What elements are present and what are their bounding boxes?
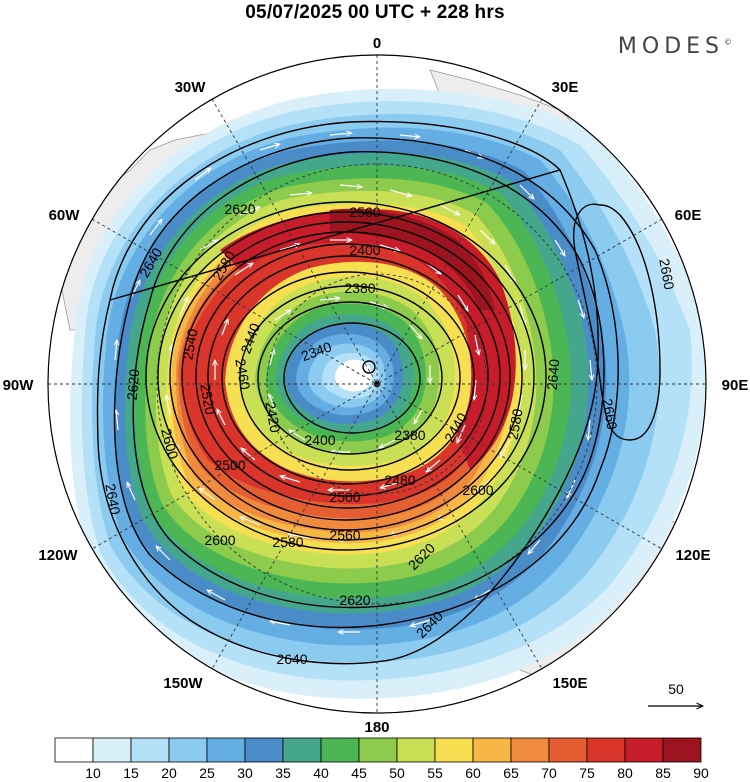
colorbar-swatch xyxy=(206,737,246,763)
colorbar-tick-label: 50 xyxy=(389,765,405,781)
colorbar-swatch xyxy=(434,737,474,763)
colorbar-tick-label: 20 xyxy=(161,765,177,781)
lon-label-150w: 150W xyxy=(163,675,203,692)
lon-label-150e: 150E xyxy=(552,675,587,692)
contour-label: 2580 xyxy=(272,534,303,550)
map-title: 05/07/2025 00 UTC + 228 hrs xyxy=(245,2,505,23)
colorbar-tick-label: 25 xyxy=(199,765,215,781)
colorbar-tick-label: 55 xyxy=(427,765,443,781)
colorbar-swatch xyxy=(54,737,94,763)
contour-label: 2560 xyxy=(329,527,360,543)
lon-label-60w: 60W xyxy=(49,207,81,224)
lon-label-0: 0 xyxy=(373,35,381,52)
contour-label: 2500 xyxy=(329,489,360,505)
contour-label: 2420 xyxy=(262,400,283,434)
colorbar-swatch xyxy=(282,737,322,763)
lon-label-120e: 120E xyxy=(675,547,710,564)
contour-label: 2600 xyxy=(158,427,182,461)
colorbar-swatch xyxy=(510,737,550,763)
colorbar-swatch xyxy=(244,737,284,763)
brand-logo: MODES© xyxy=(617,34,732,59)
contour-label: 2640 xyxy=(544,358,563,391)
colorbar-swatch xyxy=(662,737,702,763)
wind-speed-shading xyxy=(70,88,706,699)
colorbar-tick-label: 90 xyxy=(693,765,709,781)
contour-label: 2500 xyxy=(214,457,245,473)
colorbar-swatch xyxy=(92,737,132,763)
colorbar-tick-label: 70 xyxy=(541,765,557,781)
colorbar-swatch xyxy=(548,737,588,763)
contour-label: 2520 xyxy=(197,382,218,416)
colorbar-tick-label: 75 xyxy=(579,765,595,781)
lon-label-90w: 90W xyxy=(3,377,35,394)
lon-label-30w: 30W xyxy=(175,79,207,96)
contour-label: 2600 xyxy=(462,482,493,498)
lon-label-90e: 90E xyxy=(722,377,749,394)
contour-label: 2380 xyxy=(344,280,375,296)
lon-label-30e: 30E xyxy=(552,79,579,96)
height-contours xyxy=(96,120,661,665)
contour-label: 2480 xyxy=(384,472,415,488)
map-disk: 2340 2380 2400 2400 2380 2420 2440 2440 … xyxy=(48,55,706,713)
colorbar-swatch xyxy=(624,737,664,763)
contour-label: 2460 xyxy=(232,357,253,391)
contour-label: 2620 xyxy=(339,592,370,608)
contour-label: 2400 xyxy=(349,242,380,258)
colorbar-tick-label: 85 xyxy=(655,765,671,781)
colorbar-swatch xyxy=(396,737,436,763)
longitude-labels: 0 180 90W 90E 30W 30E 60W 60E 120W 120E … xyxy=(3,35,749,736)
colorbar-swatch xyxy=(320,737,360,763)
colorbar-tick-label: 60 xyxy=(465,765,481,781)
colorbar: 10 15 20 25 30 35 40 45 50 55 60 65 70 75 80 85 90 xyxy=(54,737,709,781)
colorbar-tick-label: 35 xyxy=(275,765,291,781)
map-boundary xyxy=(47,54,707,714)
contour-label: 2580 xyxy=(504,407,525,441)
colorbar-tick-label: 45 xyxy=(351,765,367,781)
contour-label: 2600 xyxy=(204,532,235,548)
lon-label-180: 180 xyxy=(364,719,389,736)
contour-label-group: 2340 2380 2400 2400 2380 2420 2440 2440 … xyxy=(102,201,677,667)
graticule xyxy=(48,55,706,713)
contour-label: 2560 xyxy=(349,204,380,220)
contour-label: 2540 xyxy=(179,327,200,361)
contour-label: 2660 xyxy=(599,397,620,431)
lon-label-60e: 60E xyxy=(675,207,702,224)
contour-label: 2400 xyxy=(304,432,335,448)
colorbar-tick-label: 40 xyxy=(313,765,329,781)
pole-marker xyxy=(374,381,380,387)
contour-2660 xyxy=(573,203,661,441)
colorbar-swatch xyxy=(168,737,208,763)
colorbar-swatch xyxy=(586,737,626,763)
contour-label: 2380 xyxy=(394,427,425,443)
contour-label: 2620 xyxy=(224,201,255,217)
reference-vector-label: 50 xyxy=(668,681,684,697)
colorbar-tick-label: 10 xyxy=(85,765,101,781)
colorbar-swatch xyxy=(130,737,170,763)
reference-vector: 50 xyxy=(648,681,703,706)
colorbar-tick-label: 65 xyxy=(503,765,519,781)
contour-label: 2660 xyxy=(656,257,677,291)
colorbar-tick-label: 30 xyxy=(237,765,253,781)
contour-label: 2620 xyxy=(124,368,143,401)
contour-label: 2640 xyxy=(102,482,123,516)
colorbar-swatch xyxy=(472,737,512,763)
contour-label: 2640 xyxy=(276,651,307,667)
lon-label-120w: 120W xyxy=(38,547,78,564)
colorbar-tick-label: 15 xyxy=(123,765,139,781)
colorbar-tick-label: 80 xyxy=(617,765,633,781)
colorbar-swatch xyxy=(358,737,398,763)
